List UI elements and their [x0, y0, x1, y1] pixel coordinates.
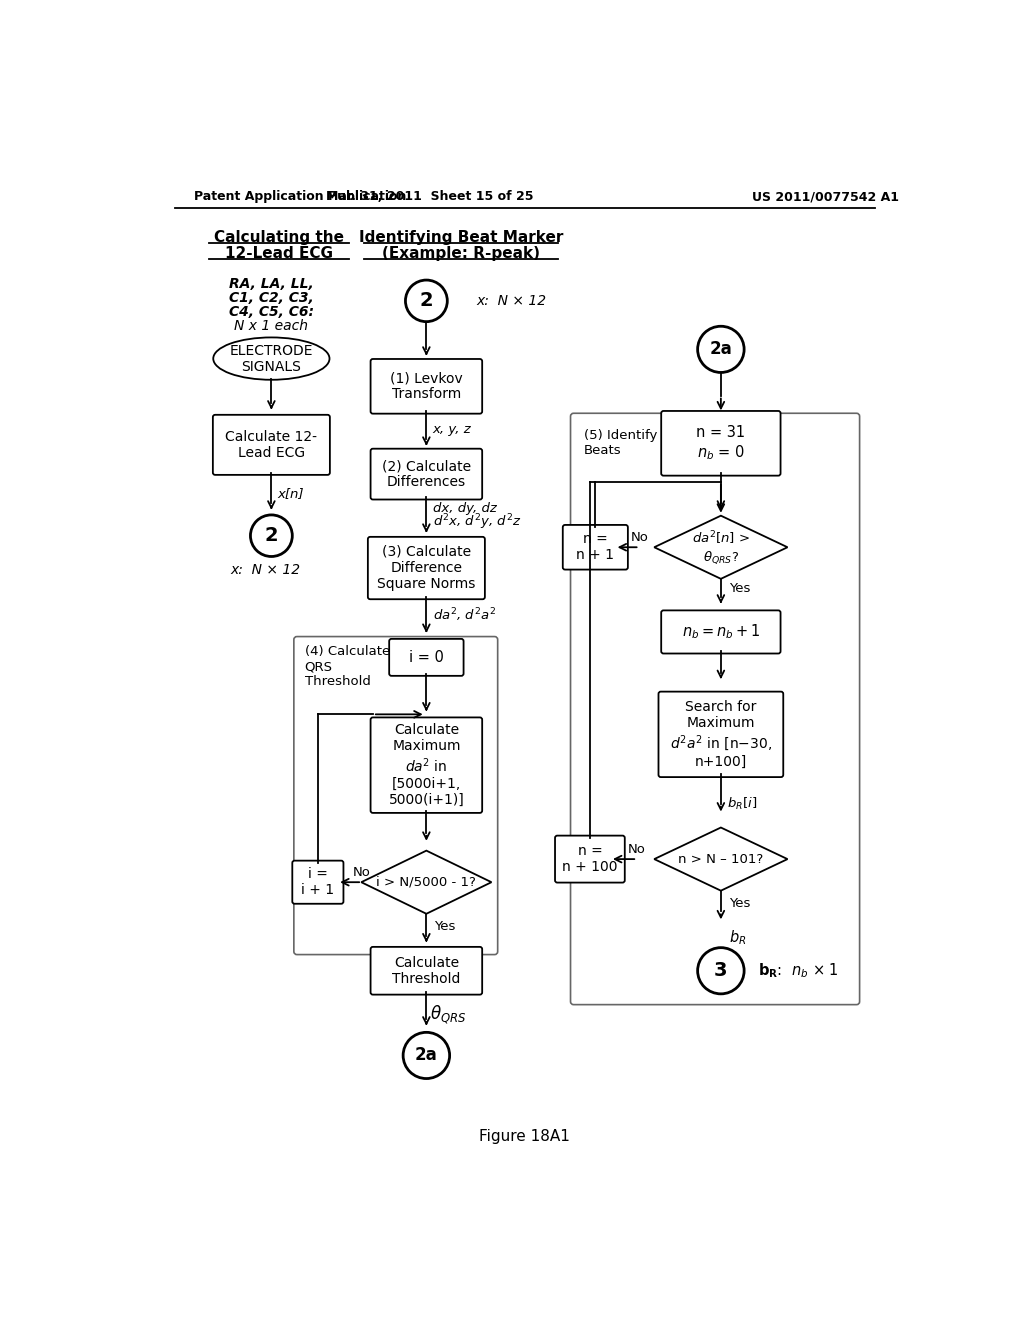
FancyBboxPatch shape	[658, 692, 783, 777]
Text: (5) Identify
Beats: (5) Identify Beats	[584, 429, 657, 457]
Text: 2a: 2a	[415, 1047, 437, 1064]
FancyBboxPatch shape	[371, 946, 482, 995]
Text: Search for
Maximum
$d^2a^2$ in [n−30,
n+100]: Search for Maximum $d^2a^2$ in [n−30, n+…	[670, 700, 772, 770]
FancyBboxPatch shape	[294, 636, 498, 954]
Text: i > N/5000 - 1?: i > N/5000 - 1?	[377, 875, 476, 888]
FancyBboxPatch shape	[371, 359, 482, 413]
Text: No: No	[631, 531, 648, 544]
Text: (2) Calculate
Differences: (2) Calculate Differences	[382, 459, 471, 490]
Text: 2: 2	[420, 292, 433, 310]
Text: x:  N × 12: x: N × 12	[230, 564, 300, 577]
Text: (3) Calculate
Difference
Square Norms: (3) Calculate Difference Square Norms	[377, 545, 475, 591]
Text: $d^2x$, $d^2y$, $d^2z$: $d^2x$, $d^2y$, $d^2z$	[432, 512, 521, 532]
FancyBboxPatch shape	[292, 861, 343, 904]
Polygon shape	[654, 828, 787, 891]
FancyBboxPatch shape	[371, 718, 482, 813]
Ellipse shape	[213, 338, 330, 380]
Text: Calculate 12-
Lead ECG: Calculate 12- Lead ECG	[225, 430, 317, 459]
Text: $b_R$: $b_R$	[729, 928, 746, 946]
FancyBboxPatch shape	[662, 610, 780, 653]
Text: n > N – 101?: n > N – 101?	[678, 853, 764, 866]
Circle shape	[251, 515, 292, 557]
Text: $\mathbf{b_R}$:  $n_b$ × 1: $\mathbf{b_R}$: $n_b$ × 1	[758, 961, 839, 979]
Polygon shape	[361, 850, 492, 913]
Text: $n_b = n_b + 1$: $n_b = n_b + 1$	[682, 623, 760, 642]
Text: x, y, z: x, y, z	[432, 422, 471, 436]
Text: $da^2$, $d^2a^2$: $da^2$, $d^2a^2$	[432, 606, 496, 624]
Text: x[n]: x[n]	[278, 487, 304, 500]
FancyBboxPatch shape	[570, 413, 859, 1005]
Text: $\theta_{QRS}$: $\theta_{QRS}$	[430, 1003, 467, 1026]
Text: Identifying Beat Marker: Identifying Beat Marker	[359, 230, 563, 246]
Polygon shape	[654, 516, 787, 579]
FancyBboxPatch shape	[213, 414, 330, 475]
Text: Yes: Yes	[729, 898, 750, 911]
Text: n =
n + 1: n = n + 1	[577, 532, 614, 562]
Text: $b_R[i]$: $b_R[i]$	[727, 796, 758, 812]
Text: Calculating the: Calculating the	[214, 230, 344, 246]
Text: i =
i + 1: i = i + 1	[301, 867, 335, 898]
Text: (1) Levkov
Transform: (1) Levkov Transform	[390, 371, 463, 401]
Circle shape	[697, 948, 744, 994]
Text: Figure 18A1: Figure 18A1	[479, 1129, 570, 1144]
Text: 3: 3	[714, 961, 728, 981]
Text: C1, C2, C3,: C1, C2, C3,	[229, 290, 313, 305]
Text: Yes: Yes	[729, 582, 750, 594]
FancyBboxPatch shape	[368, 537, 485, 599]
Text: Yes: Yes	[434, 920, 456, 933]
FancyBboxPatch shape	[389, 639, 464, 676]
Text: $da^2[n]$ >
$\theta_{QRS}$?: $da^2[n]$ > $\theta_{QRS}$?	[692, 529, 750, 565]
Text: C4, C5, C6:: C4, C5, C6:	[229, 305, 314, 318]
Text: n = 31
$n_b$ = 0: n = 31 $n_b$ = 0	[696, 425, 745, 462]
Text: n =
n + 100: n = n + 100	[562, 843, 617, 874]
Text: No: No	[629, 843, 646, 857]
Text: (4) Calculate
QRS
Threshold: (4) Calculate QRS Threshold	[305, 645, 390, 688]
FancyBboxPatch shape	[563, 525, 628, 570]
Text: 2: 2	[264, 527, 279, 545]
Text: No: No	[353, 866, 371, 879]
Text: dx, dy, dz: dx, dy, dz	[432, 502, 497, 515]
FancyBboxPatch shape	[662, 411, 780, 475]
Text: N x 1 each: N x 1 each	[234, 319, 308, 333]
Text: Patent Application Publication: Patent Application Publication	[194, 190, 407, 203]
Text: Calculate
Maximum
$da^2$ in
[5000i+1,
5000(i+1)]: Calculate Maximum $da^2$ in [5000i+1, 50…	[388, 723, 464, 808]
Circle shape	[406, 280, 447, 322]
Text: (Example: R-peak): (Example: R-peak)	[382, 246, 541, 260]
Text: i = 0: i = 0	[409, 649, 443, 665]
Text: US 2011/0077542 A1: US 2011/0077542 A1	[752, 190, 899, 203]
Text: 2a: 2a	[710, 341, 732, 358]
Text: 12-Lead ECG: 12-Lead ECG	[225, 246, 333, 260]
Text: Mar. 31, 2011  Sheet 15 of 25: Mar. 31, 2011 Sheet 15 of 25	[327, 190, 534, 203]
FancyBboxPatch shape	[555, 836, 625, 883]
Text: ELECTRODE
SIGNALS: ELECTRODE SIGNALS	[229, 343, 313, 374]
Circle shape	[403, 1032, 450, 1078]
Text: Calculate
Threshold: Calculate Threshold	[392, 956, 461, 986]
FancyBboxPatch shape	[371, 449, 482, 499]
Text: x:  N × 12: x: N × 12	[477, 294, 547, 308]
Circle shape	[697, 326, 744, 372]
Text: RA, LA, LL,: RA, LA, LL,	[229, 277, 313, 290]
